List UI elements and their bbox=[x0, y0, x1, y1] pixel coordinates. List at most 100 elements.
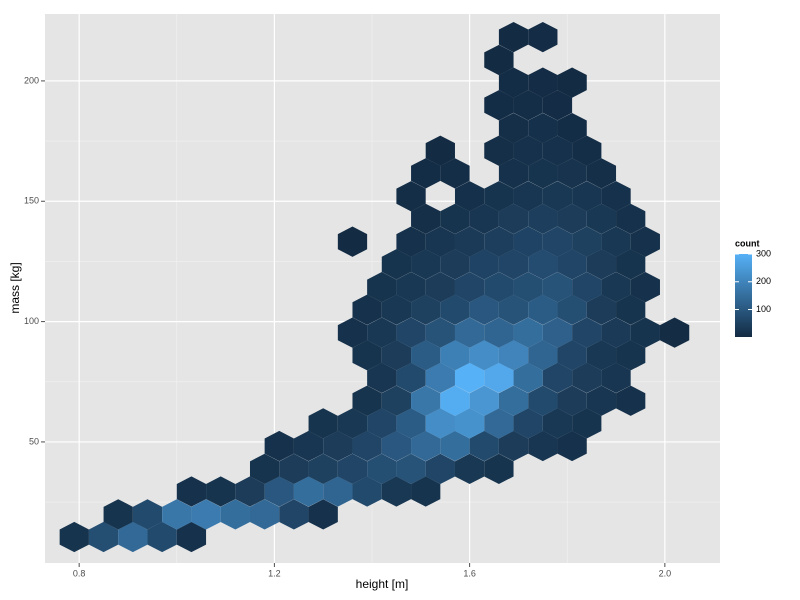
hex-bin bbox=[440, 203, 470, 234]
hex-bin bbox=[542, 181, 573, 212]
hex-bin bbox=[454, 272, 485, 303]
hex-bin bbox=[176, 476, 207, 507]
hex-bin bbox=[454, 453, 485, 485]
hex-bin bbox=[249, 499, 280, 530]
hex-bin bbox=[513, 272, 543, 303]
hex-bin bbox=[103, 499, 133, 530]
hex-bin bbox=[586, 294, 617, 325]
hex-bin bbox=[484, 181, 514, 212]
hex-bin bbox=[469, 430, 499, 462]
hex-bin bbox=[454, 362, 485, 394]
hex-bin bbox=[411, 385, 441, 416]
hex-bin bbox=[498, 158, 529, 189]
hex-bin bbox=[454, 408, 485, 439]
hex-bin bbox=[264, 430, 294, 462]
hex-bin bbox=[528, 385, 558, 416]
hex-bin bbox=[542, 226, 573, 257]
hex-bin bbox=[498, 21, 529, 53]
hex-bin bbox=[425, 272, 455, 303]
hex-bin bbox=[381, 340, 412, 371]
hex-bin bbox=[396, 453, 426, 485]
hex-bin bbox=[235, 476, 265, 507]
hex-bin bbox=[206, 476, 236, 507]
hex-bin bbox=[528, 158, 558, 189]
hex-bin bbox=[249, 453, 280, 485]
hex-bin bbox=[469, 340, 499, 371]
hex-bin bbox=[498, 340, 529, 371]
hex-bin bbox=[308, 453, 338, 485]
hex-bin bbox=[484, 453, 514, 485]
x-axis-title: height [m] bbox=[356, 577, 409, 591]
hex-bin bbox=[572, 362, 602, 394]
hex-bin bbox=[601, 181, 631, 212]
hex-bin bbox=[425, 362, 455, 394]
hex-bin bbox=[513, 181, 543, 212]
hex-bin bbox=[381, 476, 412, 507]
hex-bin bbox=[528, 294, 558, 325]
hex-bin bbox=[498, 249, 529, 280]
hex-bin bbox=[352, 294, 382, 325]
hex-bin bbox=[279, 453, 309, 485]
hex-bin bbox=[440, 385, 470, 416]
hex-bin bbox=[498, 112, 529, 144]
hex-bin bbox=[454, 181, 485, 212]
hex-bin bbox=[454, 317, 485, 348]
hex-bin bbox=[572, 135, 602, 166]
hex-bin bbox=[572, 181, 602, 212]
hex-bin bbox=[616, 203, 646, 234]
hex-bin bbox=[513, 317, 543, 348]
hex-bin bbox=[293, 476, 324, 507]
hex-bin bbox=[132, 499, 163, 530]
hex-bin bbox=[440, 158, 470, 189]
hex-bin bbox=[630, 226, 660, 257]
hex-bin bbox=[601, 272, 631, 303]
hex-bin bbox=[616, 385, 646, 416]
hex-bin bbox=[616, 294, 646, 325]
hex-bin bbox=[572, 317, 602, 348]
hex-bin bbox=[542, 272, 573, 303]
hex-bin bbox=[337, 453, 368, 485]
hex-bin bbox=[542, 135, 573, 166]
hex-bin bbox=[191, 499, 221, 530]
hex-bin bbox=[411, 294, 441, 325]
hex-bin bbox=[484, 90, 514, 121]
hex-bin bbox=[484, 317, 514, 348]
legend-tick-label: 100 bbox=[756, 304, 771, 314]
hex-bin bbox=[586, 340, 617, 371]
legend-tick-label: 300 bbox=[756, 248, 771, 258]
hex-bin bbox=[323, 476, 353, 507]
legend-tick-label: 200 bbox=[756, 276, 771, 286]
hex-bin bbox=[381, 294, 412, 325]
hex-bin bbox=[469, 249, 499, 280]
x-tick-label: 2.0 bbox=[659, 568, 672, 578]
hex-bin bbox=[293, 430, 324, 462]
x-tick-label: 1.6 bbox=[463, 568, 476, 578]
hex-bin bbox=[542, 408, 573, 439]
hex-bin bbox=[220, 499, 250, 530]
hex-bin bbox=[381, 385, 412, 416]
y-axis-title: mass [kg] bbox=[8, 262, 22, 313]
hex-bin bbox=[396, 181, 426, 212]
hex-bin bbox=[176, 521, 207, 553]
hex-bin bbox=[513, 226, 543, 257]
hex-bin bbox=[498, 385, 529, 416]
hex-bin bbox=[425, 317, 455, 348]
hex-bin bbox=[147, 521, 177, 553]
hex-bin bbox=[557, 430, 587, 462]
hex-bin bbox=[337, 317, 368, 348]
hex-bin bbox=[498, 430, 529, 462]
y-tick-label: 50 bbox=[29, 436, 39, 446]
hex-bin bbox=[513, 362, 543, 394]
hex-bin bbox=[308, 499, 338, 530]
legend-title: count bbox=[735, 238, 760, 248]
hex-bin bbox=[425, 135, 455, 166]
hex-bin bbox=[367, 317, 397, 348]
y-tick-label: 100 bbox=[24, 316, 39, 326]
hex-bin bbox=[381, 249, 412, 280]
hex-bin bbox=[513, 135, 543, 166]
hex-bin bbox=[411, 476, 441, 507]
hex-bin bbox=[440, 340, 470, 371]
hex-bin bbox=[440, 249, 470, 280]
hex-bin bbox=[557, 203, 587, 234]
